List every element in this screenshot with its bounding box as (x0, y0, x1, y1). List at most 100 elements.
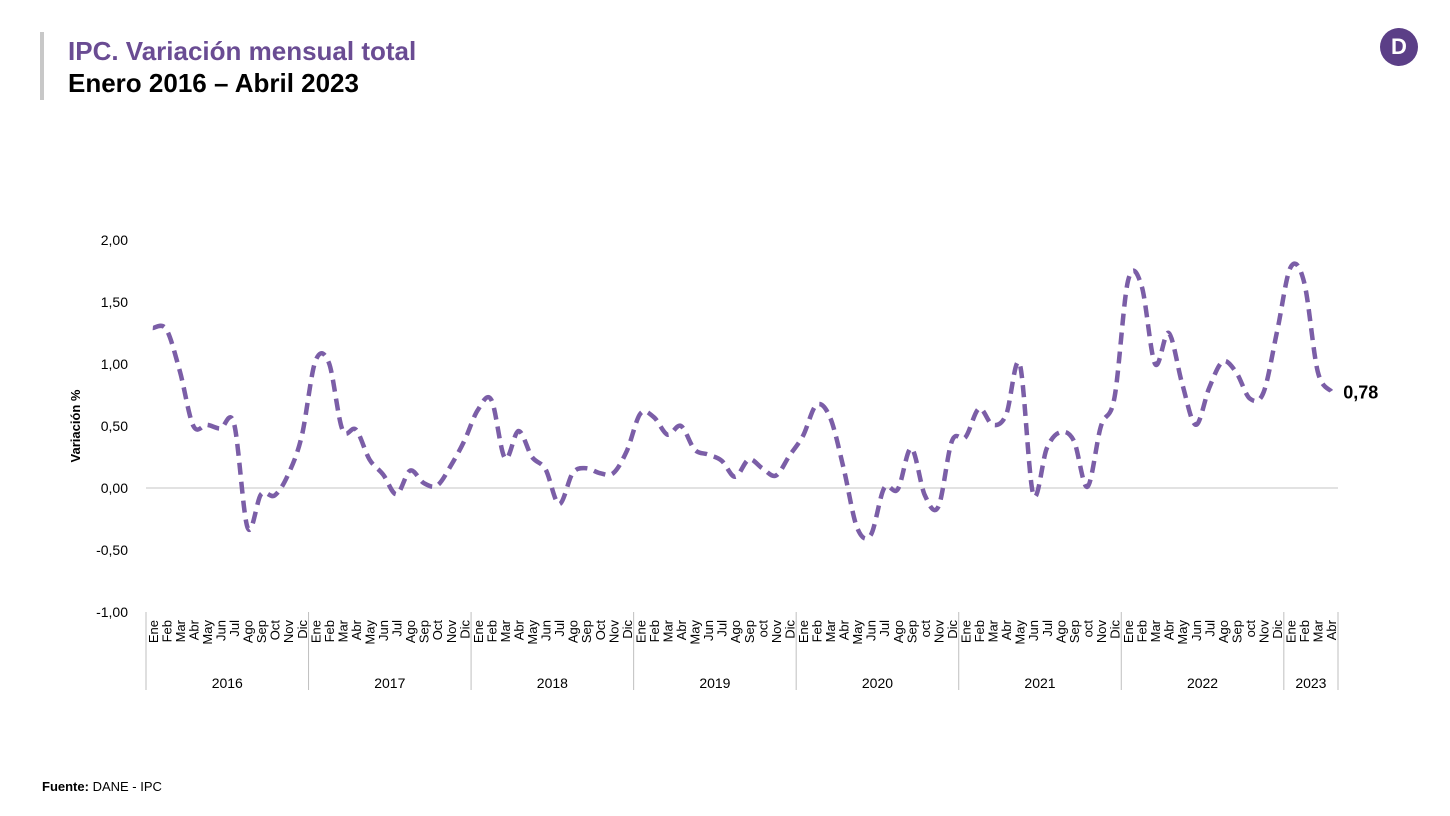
x-tick-label: Ago (728, 620, 743, 643)
x-tick-label: May (850, 620, 865, 645)
y-tick-label: 0,00 (101, 480, 128, 496)
x-tick-label: Abr (1324, 619, 1339, 640)
y-tick-label: 1,00 (101, 356, 128, 372)
year-label: 2021 (1024, 675, 1055, 691)
x-tick-label: oct (1243, 620, 1258, 638)
x-tick-label: oct (918, 620, 933, 638)
x-tick-label: Mar (661, 619, 676, 642)
x-tick-label: Oct (268, 620, 283, 641)
x-tick-label: May (525, 620, 540, 645)
x-tick-label: Sep (904, 620, 919, 643)
x-tick-label: Mar (335, 619, 350, 642)
x-tick-label: Jun (1189, 620, 1204, 641)
x-tick-label: Oct (593, 620, 608, 641)
x-tick-label: Feb (647, 620, 662, 642)
x-tick-label: oct (755, 620, 770, 638)
x-tick-label: Dic (1108, 620, 1123, 639)
series-line (152, 261, 1334, 541)
x-tick-label: Jul (390, 620, 405, 637)
x-tick-label: Ene (633, 620, 648, 643)
y-tick-label: 1,50 (101, 294, 128, 310)
x-tick-label: Abr (674, 619, 689, 640)
x-tick-label: Nov (444, 620, 459, 644)
chart-subtitle: Enero 2016 – Abril 2023 (68, 68, 359, 98)
year-label: 2017 (374, 675, 405, 691)
x-tick-label: Ene (146, 620, 161, 643)
y-tick-label: 0,50 (101, 418, 128, 434)
x-tick-label: Abr (512, 619, 527, 640)
x-tick-label: Nov (769, 620, 784, 644)
x-tick-label: Jul (715, 620, 730, 637)
y-tick-label: -0,50 (96, 542, 128, 558)
year-label: 2019 (699, 675, 730, 691)
x-tick-label: Nov (1094, 620, 1109, 644)
x-tick-label: Mar (823, 619, 838, 642)
x-tick-label: Jul (877, 620, 892, 637)
x-tick-label: Jun (701, 620, 716, 641)
x-tick-label: Jun (864, 620, 879, 641)
y-tick-label: -1,00 (96, 604, 128, 620)
x-tick-label: Abr (349, 619, 364, 640)
x-tick-label: Nov (931, 620, 946, 644)
dane-logo: D (1380, 28, 1418, 66)
year-label: 2023 (1295, 675, 1326, 691)
x-tick-label: Sep (417, 620, 432, 643)
x-tick-label: May (1175, 620, 1190, 645)
line-chart: 2,00 1,50 1,00 0,50 0,00 -0,50 -1,00 Variación … (68, 232, 1378, 691)
x-tick-label: May (200, 620, 215, 645)
x-tick-label: Mar (173, 619, 188, 642)
x-tick-label: Ene (308, 620, 323, 643)
x-tick-label: Jul (227, 620, 242, 637)
x-tick-label: Ene (1121, 620, 1136, 643)
x-tick-label: Ago (403, 620, 418, 643)
x-tick-label: Abr (999, 619, 1014, 640)
x-tick-label: Feb (972, 620, 987, 642)
x-tick-label: Abr (1162, 619, 1177, 640)
x-tick-label: Dic (620, 620, 635, 639)
x-tick-label: Ago (1053, 620, 1068, 643)
x-tick-label: Ene (471, 620, 486, 643)
x-tick-label: Dic (945, 620, 960, 639)
x-tick-label: Nov (1257, 620, 1272, 644)
last-value-label: 0,78 (1343, 382, 1378, 402)
x-tick-label: Abr (837, 619, 852, 640)
x-tick-label: Jul (552, 620, 567, 637)
x-tick-label: Mar (498, 619, 513, 642)
x-tick-label: Sep (579, 620, 594, 643)
y-tick-label: 2,00 (101, 232, 128, 248)
x-tick-label: Sep (1229, 620, 1244, 643)
x-tick-label: Jul (1202, 620, 1217, 637)
chart-title: IPC. Variación mensual total (68, 36, 417, 66)
x-tick-label: Abr (186, 619, 201, 640)
x-tick-label: May (363, 620, 378, 645)
year-label: 2016 (212, 675, 243, 691)
x-tick-label: Jul (1040, 620, 1055, 637)
x-tick-label: Ago (241, 620, 256, 643)
x-tick-label: Sep (742, 620, 757, 643)
year-label: 2022 (1187, 675, 1218, 691)
x-tick-label: Dic (782, 620, 797, 639)
x-tick-label: Feb (159, 620, 174, 642)
x-tick-label: Feb (810, 620, 825, 642)
x-tick-label: Feb (484, 620, 499, 642)
x-tick-label: Nov (281, 620, 296, 644)
x-tick-label: Jun (539, 620, 554, 641)
x-tick-label: Oct (430, 620, 445, 641)
x-tick-label: Jun (1026, 620, 1041, 641)
x-tick-label: oct (1080, 620, 1095, 638)
year-label: 2018 (537, 675, 568, 691)
x-tick-label: Jun (214, 620, 229, 641)
x-tick-label: Mar (986, 619, 1001, 642)
x-tick-label: Ene (1284, 620, 1299, 643)
x-tick-label: Ago (566, 620, 581, 643)
x-tick-label: Dic (457, 620, 472, 639)
year-label: 2020 (862, 675, 893, 691)
x-tick-label: Ago (891, 620, 906, 643)
x-tick-label: Jun (376, 620, 391, 641)
x-tick-label: May (1013, 620, 1028, 645)
x-tick-label: Mar (1311, 619, 1326, 642)
source-label: Fuente: (42, 779, 89, 794)
x-tick-label: Feb (322, 620, 337, 642)
x-tick-label: May (688, 620, 703, 645)
x-tick-label: Mar (1148, 619, 1163, 642)
